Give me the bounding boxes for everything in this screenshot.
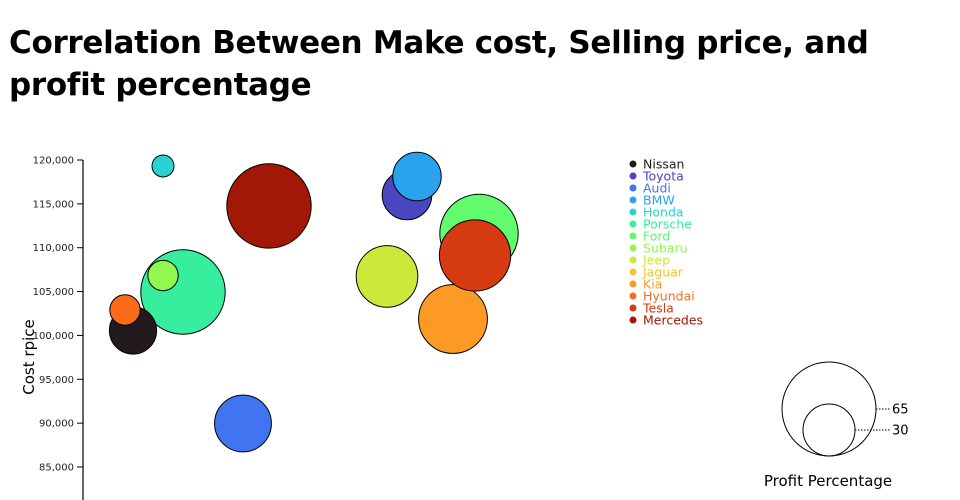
y-tick: 110,000: [33, 243, 83, 254]
legend-dot: [629, 160, 637, 168]
bubble-mercedes: Mercedes: [226, 163, 312, 249]
legend-label: Honda: [643, 205, 684, 220]
legend-label: Hyundai: [643, 289, 695, 304]
legend-label: Toyota: [642, 169, 684, 184]
legend-dot: [629, 244, 637, 252]
y-tick-label: 90,000: [39, 419, 74, 430]
legend-dot: [629, 220, 637, 228]
legend-item-bmw: BMW: [629, 193, 675, 208]
y-tick-label: 95,000: [39, 375, 74, 386]
y-tick-label: 115,000: [33, 199, 74, 210]
legend-label: Jaguar: [642, 265, 684, 280]
legend-label: Tesla: [642, 301, 674, 316]
size-legend-value: 30: [892, 424, 909, 439]
legend-dot: [629, 208, 637, 216]
legend-item-audi: Audi: [629, 181, 671, 196]
y-tick: 100,000: [33, 331, 83, 342]
size-legend-circle: [781, 361, 877, 457]
legend-item-honda: Honda: [629, 205, 684, 220]
legend-label: Porsche: [643, 217, 692, 232]
legend-dot: [629, 304, 637, 312]
legend-dot: [629, 268, 637, 276]
y-tick: 105,000: [33, 287, 83, 298]
legend-item-porsche: Porsche: [629, 217, 692, 232]
legend-dot: [629, 184, 637, 192]
y-tick-label: 110,000: [33, 243, 74, 254]
legend-item-jeep: Jeep: [629, 253, 670, 268]
size-legend-title: Profit Percentage: [764, 472, 892, 490]
legend-item-ford: Ford: [629, 229, 670, 244]
legend-label: Jeep: [642, 253, 670, 268]
y-tick-label: 100,000: [33, 331, 74, 342]
bubble-hyundai: Hyundai: [109, 294, 141, 326]
legend-label: Mercedes: [643, 313, 703, 328]
y-tick: 90,000: [39, 419, 83, 430]
bubble-tesla: Tesla: [438, 219, 512, 292]
y-tick: 115,000: [33, 199, 83, 210]
bubble-bmw: BMW: [392, 151, 442, 202]
y-tick: 95,000: [39, 375, 83, 386]
legend-dot: [629, 232, 637, 240]
legend-label: BMW: [643, 193, 675, 208]
y-tick-label: 105,000: [33, 287, 74, 298]
bubble-kia: Kia: [418, 284, 488, 354]
bubble-audi: Audi: [214, 394, 272, 453]
y-tick-label: 120,000: [33, 156, 74, 167]
bubble-subaru: Subaru: [147, 259, 179, 292]
bubble-jeep: Jeep: [355, 245, 419, 308]
legend-dot: [629, 280, 637, 288]
legend-dot: [629, 172, 637, 180]
legend-label: Kia: [643, 277, 662, 292]
chart-title: Correlation Between Make cost, Selling p…: [9, 25, 869, 103]
y-tick: 85,000: [39, 463, 83, 474]
y-axis-label: Cost rpice: [20, 319, 38, 394]
legend-item-kia: Kia: [629, 277, 662, 292]
legend-item-hyundai: Hyundai: [629, 289, 695, 304]
legend-label: Subaru: [643, 241, 688, 256]
legend-dot: [629, 256, 637, 264]
legend-item-subaru: Subaru: [629, 241, 688, 256]
size-legend-circle: [802, 403, 856, 457]
legend-dot: [629, 292, 637, 300]
legend-item-jaguar: Jaguar: [629, 265, 684, 280]
legend-dot: [629, 316, 637, 324]
legend-label: Audi: [643, 181, 671, 196]
legend-dot: [629, 196, 637, 204]
legend-label: Nissan: [643, 157, 684, 172]
y-tick-label: 85,000: [39, 463, 74, 474]
legend-item-nissan: Nissan: [629, 157, 684, 172]
legend-item-mercedes: Mercedes: [629, 313, 703, 328]
bubble-honda: Honda: [151, 154, 175, 178]
legend-label: Ford: [643, 229, 670, 244]
legend-item-tesla: Tesla: [629, 301, 674, 316]
legend-item-toyota: Toyota: [629, 169, 684, 184]
y-tick: 120,000: [33, 156, 83, 167]
size-legend-value: 65: [892, 403, 909, 418]
